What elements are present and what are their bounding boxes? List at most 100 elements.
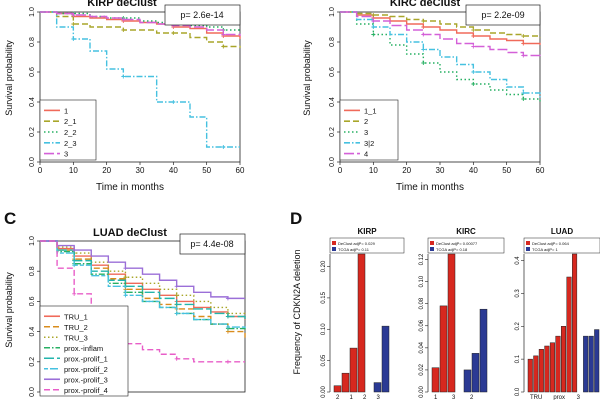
kirc-bar-tcga bbox=[479, 308, 488, 393]
kirp-censor-mark bbox=[221, 44, 226, 49]
kirp-bar-xtick-label: 3 bbox=[377, 395, 381, 400]
kirp-curve-2-1 bbox=[40, 11, 241, 48]
kirp-bar-legend-label: TCGA adjP= 0.11 bbox=[338, 247, 370, 252]
kirc-bar-ytick-label: 0.02 bbox=[419, 363, 425, 375]
luad-censor-mark bbox=[225, 359, 230, 364]
luad-legend-label: prox.-inflam bbox=[64, 344, 103, 353]
kirc-bar-declust bbox=[447, 253, 456, 393]
kirp-ytick-label: 0.6 bbox=[29, 67, 36, 77]
kirc-ytick-label: 0.2 bbox=[329, 127, 336, 137]
luad-legend-label: TRU_1 bbox=[64, 312, 88, 321]
kirc-censor-mark bbox=[521, 34, 526, 38]
luad-bar-ytick-label: 0.4 bbox=[515, 256, 521, 265]
luad-bar-declust bbox=[527, 358, 533, 393]
luad-ytick-label: 0.6 bbox=[29, 296, 36, 306]
luad-bar-declust bbox=[566, 276, 572, 393]
kirc-bar-tcga bbox=[471, 353, 480, 393]
luad-curve-prox-prolif-4 bbox=[40, 240, 245, 363]
kirp-censor-mark bbox=[71, 13, 76, 17]
kirc-bar-tcga bbox=[463, 369, 472, 393]
luad-bar-legend-label: TCGA adjP= 1 bbox=[532, 247, 558, 252]
kirp-bar-ytick-label: 0.10 bbox=[321, 323, 327, 335]
kirp-curve-2-3 bbox=[40, 11, 240, 148]
kirp-bar-declust bbox=[341, 372, 350, 393]
luad-bar-declust bbox=[572, 253, 578, 393]
kirc-curves bbox=[340, 11, 541, 102]
kirc-censor-mark bbox=[471, 28, 476, 32]
luad-ylabel: Survival probability bbox=[4, 272, 14, 348]
kirp-xtick-label: 60 bbox=[236, 166, 245, 175]
luad-bar-tcga bbox=[588, 335, 594, 393]
luad-censor-mark bbox=[123, 275, 128, 280]
kirp-xtick-label: 30 bbox=[136, 166, 145, 175]
kirp-legend-label: 2_2 bbox=[64, 128, 77, 137]
kirp-curve-3 bbox=[40, 11, 241, 36]
kirp-bar-legend-swatch bbox=[332, 241, 336, 245]
luad-legend-label: prox.-prolif_1 bbox=[64, 354, 108, 363]
kirc-censor-mark bbox=[521, 53, 526, 58]
kirp-censor-mark bbox=[171, 100, 176, 104]
kirc-censor-mark bbox=[371, 19, 376, 23]
kirp-bar-tcga bbox=[373, 382, 382, 393]
kirp-bar-xtick-label: 2 bbox=[363, 395, 367, 400]
kirc-bar-ytick-label: 0.08 bbox=[419, 297, 425, 309]
luad-censor-mark bbox=[174, 311, 179, 316]
luad-legend-label: prox.-prolif_3 bbox=[64, 375, 108, 384]
luad-legend: TRU_1TRU_2TRU_3prox.-inflamprox.-prolif_… bbox=[39, 305, 129, 397]
kirp-ytick-label: 0.2 bbox=[29, 127, 36, 137]
kirc-bar-xtick-label: 1 bbox=[434, 395, 438, 400]
luad-survival-panel: LUAD deClust Survival probability 0.0 0.2… bbox=[4, 227, 246, 397]
luad-legend-box bbox=[39, 305, 129, 397]
kirp-bar-declust bbox=[357, 253, 366, 393]
luad-legend-label: TRU_2 bbox=[64, 323, 88, 332]
kirp-censor-mark bbox=[71, 37, 76, 41]
kirc-curve-3 bbox=[340, 11, 541, 102]
kirp-xtick-label: 10 bbox=[69, 166, 78, 175]
kirp-censor-mark bbox=[121, 28, 126, 32]
kirp-xtick-label: 40 bbox=[169, 166, 178, 175]
kirc-censor-mark bbox=[371, 13, 376, 17]
kirc-bar-legend-swatch bbox=[430, 247, 434, 251]
kirc-xtick-label: 50 bbox=[502, 166, 511, 175]
kirp-censor-mark bbox=[121, 17, 126, 22]
kirp-censor-mark bbox=[221, 145, 226, 149]
kirc-bar-xtick-label: 2 bbox=[470, 395, 474, 400]
luad-bar-title: LUAD bbox=[551, 227, 573, 236]
kirp-ytick-label: 0.8 bbox=[29, 37, 36, 47]
kirp-legend-label: 1 bbox=[64, 106, 68, 115]
kirc-censor-mark bbox=[521, 91, 526, 95]
kirp-ylabel: Survival probability bbox=[4, 40, 14, 116]
luad-bar-legend-box bbox=[523, 237, 600, 254]
luad-bar-xtick-label: 3 bbox=[577, 395, 581, 400]
kirc-censor-mark bbox=[371, 32, 376, 37]
kirc-survival-panel: KIRC deClust Survival probability Time i… bbox=[302, 0, 545, 193]
kirc-censor-mark bbox=[421, 19, 426, 23]
kirc-censor-mark bbox=[371, 25, 376, 29]
kirc-ylabel: Survival probability bbox=[302, 40, 312, 116]
kirc-legend-label: 2 bbox=[364, 117, 368, 126]
luad-ytick-label: 0.8 bbox=[29, 266, 36, 276]
luad-legend-label: TRU_3 bbox=[64, 333, 88, 342]
kirc-censor-mark bbox=[421, 61, 426, 65]
kirp-censor-mark bbox=[71, 22, 76, 26]
kirc-censor-mark bbox=[471, 70, 476, 74]
kirp-bar-legend-box bbox=[329, 237, 405, 254]
luad-bar-legend-swatch bbox=[526, 241, 530, 245]
kirp-bar-legend-label: DeClust adjP= 0.029 bbox=[338, 241, 376, 246]
kirp-xtick-label: 20 bbox=[102, 166, 111, 175]
kirp-xlabel: Time in months bbox=[96, 182, 164, 193]
luad-censor-mark bbox=[174, 302, 179, 307]
luad-bar-declust bbox=[544, 345, 550, 393]
kirc-xtick-label: 60 bbox=[536, 166, 545, 175]
kirc-censor-mark bbox=[471, 34, 476, 38]
kirp-title: KIRP deClust bbox=[87, 0, 157, 9]
kirc-bar-ytick-label: 0.00 bbox=[419, 386, 425, 398]
kirp-bar-declust bbox=[349, 347, 358, 393]
kirc-pvalue-box: p= 2.2e-09 bbox=[465, 4, 541, 26]
kirp-bar-title: KIRP bbox=[357, 227, 377, 236]
kirp-ytick-label: 0.4 bbox=[29, 97, 36, 107]
kirc-censor-mark bbox=[521, 41, 526, 46]
luad-bar-declust bbox=[538, 349, 544, 393]
kirc-censor-mark bbox=[471, 82, 476, 86]
